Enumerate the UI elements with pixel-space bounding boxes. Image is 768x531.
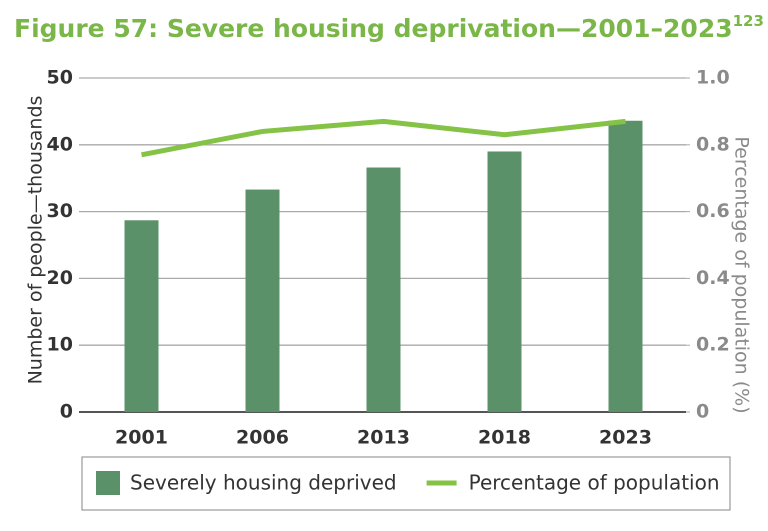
y-tick-label: 30 bbox=[47, 200, 73, 222]
y2-tick-label: 0.4 bbox=[696, 267, 730, 289]
y-tick-label: 0 bbox=[60, 401, 73, 423]
y2-axis-title: Percentage of population (%) bbox=[731, 136, 753, 413]
title-text: Figure 57: Severe housing deprivation—20… bbox=[14, 14, 733, 43]
line bbox=[141, 118, 626, 158]
chart-title: Figure 57: Severe housing deprivation—20… bbox=[14, 12, 764, 44]
y-tick-label: 20 bbox=[47, 267, 73, 289]
legend-label: Severely housing deprived bbox=[130, 471, 397, 495]
x-tick-label: 2013 bbox=[357, 427, 410, 449]
legend-box bbox=[81, 456, 731, 511]
x-tick-label: 2018 bbox=[478, 427, 531, 449]
title-superscript: 123 bbox=[733, 12, 764, 30]
bar bbox=[245, 189, 280, 412]
x-tick-label: 2006 bbox=[236, 427, 289, 449]
y-tick-label: 50 bbox=[47, 67, 73, 89]
legend-swatch bbox=[96, 471, 120, 495]
legend-label: Percentage of population bbox=[469, 471, 720, 495]
bar bbox=[366, 167, 401, 412]
y-axis-title: Number of people—thousands bbox=[25, 96, 47, 385]
y-tick-label: 10 bbox=[47, 334, 73, 356]
bar bbox=[487, 151, 522, 413]
y2-tick-label: 0.2 bbox=[696, 334, 730, 356]
y2-tick-label: 0.6 bbox=[696, 200, 730, 222]
x-tick-label: 2001 bbox=[115, 427, 168, 449]
y2-tick-label: 0.8 bbox=[696, 133, 730, 155]
bar bbox=[124, 220, 159, 412]
y2-tick-label: 0 bbox=[696, 401, 709, 423]
bar bbox=[608, 120, 643, 412]
y2-tick-label: 1.0 bbox=[696, 67, 730, 89]
x-tick-label: 2023 bbox=[599, 427, 652, 449]
y-tick-label: 40 bbox=[47, 133, 73, 155]
